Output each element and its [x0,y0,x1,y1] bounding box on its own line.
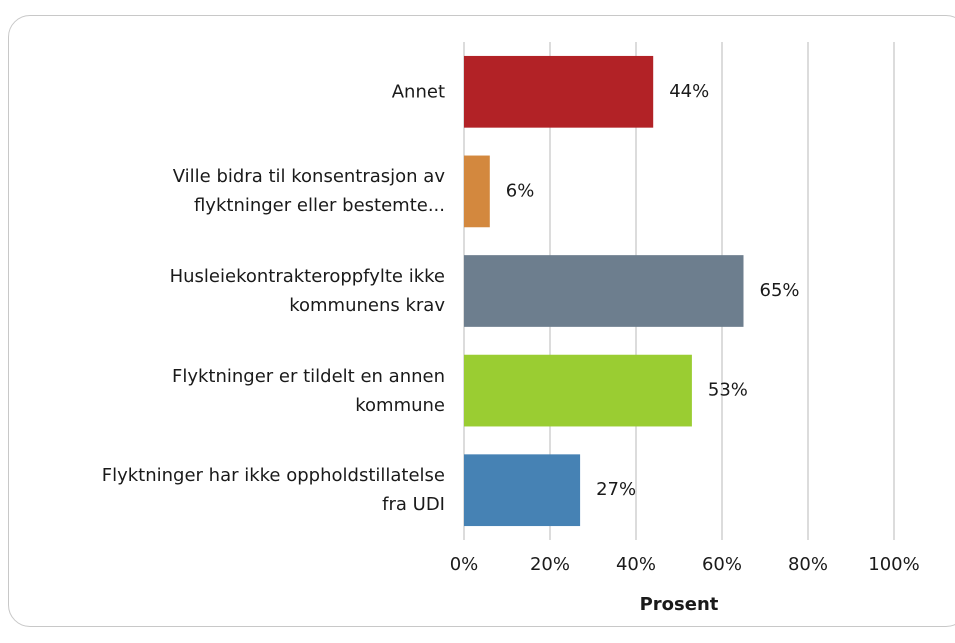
x-tick-label: 60% [702,554,742,575]
x-axis-label: Prosent [640,594,719,615]
value-label: 6% [506,180,535,201]
bar [464,55,654,128]
value-label: 27% [596,479,636,500]
y-tick-label: Husleiekontrakteroppfylte ikke kommunens… [169,266,445,316]
bar [464,354,692,427]
x-tick-label: 100% [868,554,919,575]
value-label: 53% [708,380,748,401]
value-label: 65% [760,280,800,301]
bar [464,454,581,527]
x-tick-label: 40% [616,554,656,575]
y-tick-label: Flyktninger er tildelt en annen kommune [172,365,445,416]
y-tick-label: Flyktninger har ikke oppholdstillatelse … [101,465,445,516]
y-tick-label: Ville bidra til konsentrasjon av flyktni… [172,166,445,217]
x-tick-label: 0% [450,554,479,575]
x-tick-label: 80% [788,554,828,575]
x-tick-label: 20% [530,554,570,575]
y-tick-label: Annet [391,81,445,103]
value-label: 44% [669,81,709,102]
chart-frame [8,15,955,627]
bar [464,155,490,228]
bar [464,255,744,327]
